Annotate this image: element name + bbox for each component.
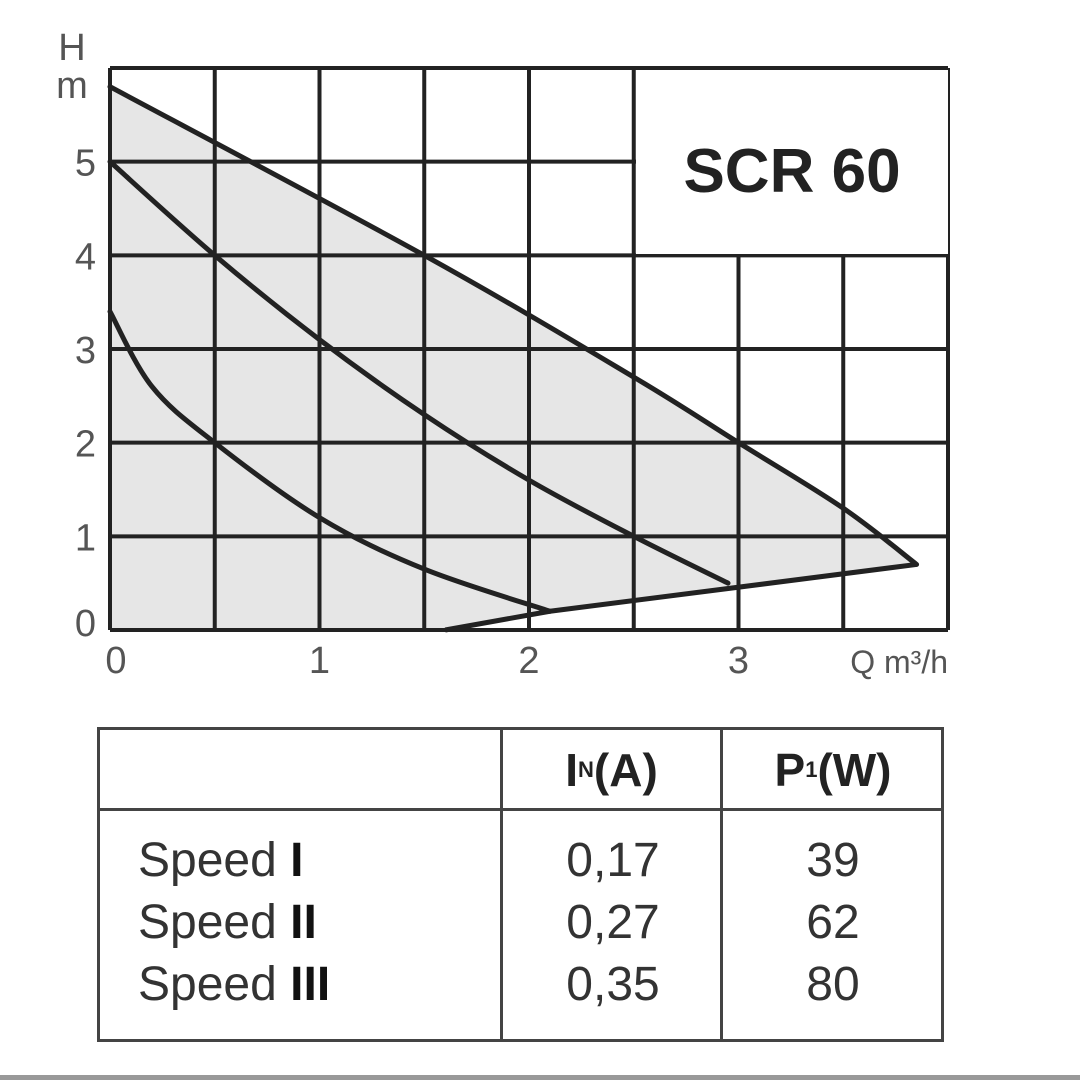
x-tick-label: 1 [309,640,330,682]
y-tick-label: 4 [75,236,96,278]
x-axis-label: Q m³/h [850,644,948,680]
curve-speed-1 [107,309,553,614]
title-box [636,70,948,254]
x-tick-label: 3 [728,640,749,682]
header-current: I N (A) [565,744,658,796]
curves [107,84,920,633]
bottom-rule [0,1075,1080,1080]
curve-speed-3 [107,84,920,567]
table-header-rule [100,808,941,811]
power-value: 62 [806,896,860,949]
curve-speed-2 [107,159,731,586]
y-tick-label: 0 [75,603,96,645]
envelope-line [444,561,917,633]
operating-area-fill [110,86,917,630]
y-tick-label: 2 [75,424,96,466]
y-tick-label: 5 [75,143,96,185]
power-value: 80 [806,958,860,1011]
y-tick-labels: 0 1 2 3 4 5 [75,143,96,645]
x-tick-label: 2 [518,640,539,682]
y-axis-label-h: H [58,27,85,69]
pump-curve-chart: SCR 60 0 1 2 3 4 5 0 1 2 3 H m Q m³/h [56,27,950,682]
speed-row-2: Speed II [138,896,317,949]
power-value: 39 [806,834,860,887]
y-axis-label-unit: m [56,65,88,107]
speed-names: Speed I Speed II Speed III [138,830,330,1016]
current-value: 0,27 [566,896,660,949]
speed-row-3: Speed III [138,958,331,1011]
speed-row-1: Speed I [138,834,304,887]
power-values: 39 62 80 [723,830,943,1016]
x-tick-labels: 0 1 2 3 [105,640,749,682]
table-divider-2 [720,730,723,1039]
header-power: P 1 (W) [774,744,892,796]
y-tick-label: 1 [75,517,96,559]
current-values: 0,17 0,27 0,35 [503,830,723,1016]
spec-table: I N (A) P 1 (W) Speed I Speed II Speed III 0… [97,727,944,1042]
chart-title: SCR 60 [683,137,900,206]
y-tick-label: 3 [75,330,96,372]
table-divider-1 [500,730,503,1039]
grid [108,66,950,632]
current-value: 0,17 [566,834,660,887]
current-value: 0,35 [566,958,660,1011]
x-tick-label: 0 [105,640,126,682]
